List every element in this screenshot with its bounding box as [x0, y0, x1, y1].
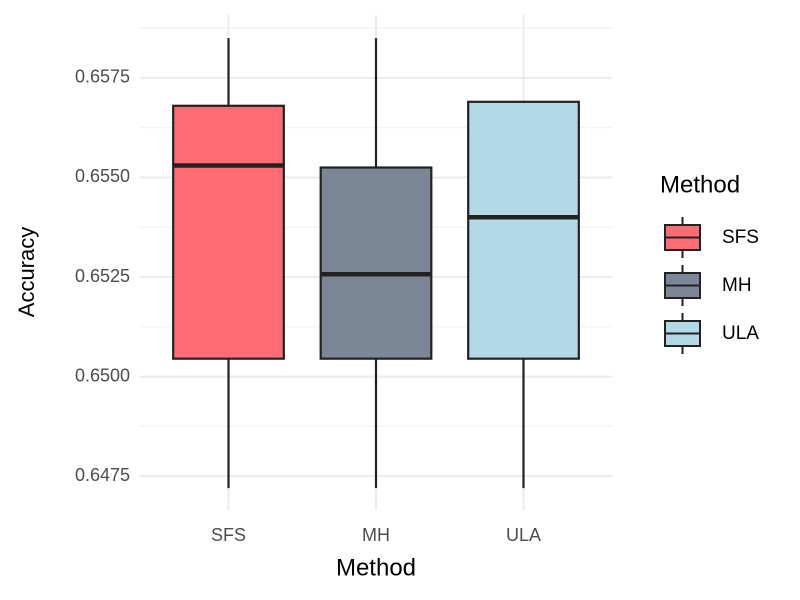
box [319, 166, 433, 360]
x-axis-title: Method [336, 554, 416, 581]
y-tick-label: 0.6575 [75, 67, 130, 87]
y-tick-label: 0.6500 [75, 365, 130, 385]
x-tick-label: SFS [211, 525, 246, 545]
legend-label: ULA [722, 323, 759, 344]
x-tick-label: ULA [506, 525, 541, 545]
y-tick-label: 0.6475 [75, 465, 130, 485]
box [467, 100, 580, 360]
y-tick-label: 0.6525 [75, 266, 130, 286]
box [172, 104, 285, 360]
y-tick-label: 0.6550 [75, 166, 130, 186]
legend-title: Method [660, 171, 740, 198]
legend-label: SFS [722, 227, 759, 248]
x-tick-label: MH [362, 525, 390, 545]
legend-label: MH [722, 275, 752, 296]
y-axis-title: Accuracy [14, 227, 39, 317]
